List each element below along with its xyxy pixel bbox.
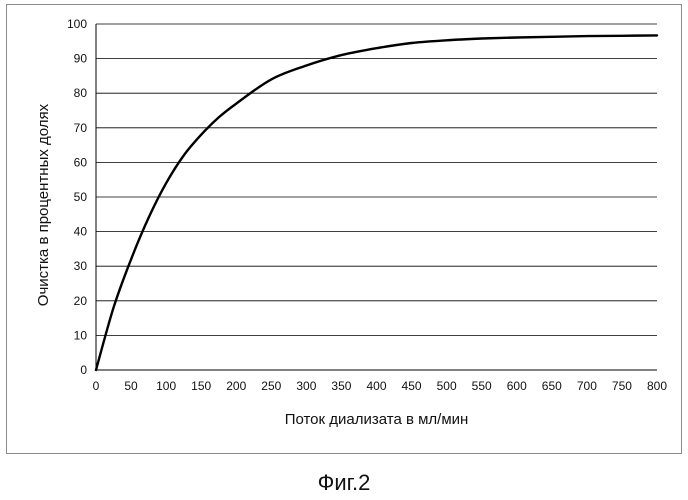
x-tick-label: 250 bbox=[261, 379, 281, 393]
y-tick-label: 90 bbox=[74, 52, 88, 66]
y-tick-label: 20 bbox=[74, 294, 88, 308]
chart-svg: 0 10 20 30 40 50 60 70 80 90 100 0 50 100 150 200 250 300… bbox=[7, 5, 683, 455]
figure-caption: Фиг.2 bbox=[0, 470, 688, 496]
x-tick-label: 300 bbox=[296, 379, 316, 393]
y-tick-label: 30 bbox=[74, 259, 88, 273]
series-layer bbox=[96, 35, 657, 370]
x-tick-label: 200 bbox=[226, 379, 246, 393]
y-tick-label: 70 bbox=[74, 121, 88, 135]
chart-frame: 0 10 20 30 40 50 60 70 80 90 100 0 50 100 150 200 250 300… bbox=[6, 4, 682, 454]
x-tick-label: 800 bbox=[647, 379, 667, 393]
x-tick-label: 700 bbox=[577, 379, 597, 393]
y-tick-label: 80 bbox=[74, 86, 88, 100]
x-tick-label: 650 bbox=[542, 379, 562, 393]
x-tick-label: 450 bbox=[402, 379, 422, 393]
x-tick-label: 150 bbox=[191, 379, 211, 393]
x-axis-title: Поток диализата в мл/мин bbox=[285, 411, 469, 428]
y-tick-label: 0 bbox=[80, 363, 87, 377]
y-tick-label: 50 bbox=[74, 190, 88, 204]
tick-layer: 0 10 20 30 40 50 60 70 80 90 100 0 50 100 150 200 250 300… bbox=[67, 17, 667, 393]
y-tick-label: 40 bbox=[74, 225, 88, 239]
x-tick-label: 500 bbox=[437, 379, 457, 393]
x-tick-label: 600 bbox=[507, 379, 527, 393]
x-tick-label: 0 bbox=[93, 379, 100, 393]
series-line bbox=[96, 35, 657, 370]
grid-layer bbox=[96, 24, 657, 335]
x-tick-label: 750 bbox=[612, 379, 632, 393]
x-tick-label: 50 bbox=[124, 379, 138, 393]
y-tick-label: 100 bbox=[67, 17, 87, 31]
y-axis-title: Очистка в процентных долях bbox=[35, 103, 52, 306]
x-tick-label: 350 bbox=[331, 379, 351, 393]
x-tick-label: 100 bbox=[156, 379, 176, 393]
x-tick-label: 400 bbox=[366, 379, 386, 393]
x-tick-label: 550 bbox=[472, 379, 492, 393]
y-tick-label: 60 bbox=[74, 155, 88, 169]
y-tick-label: 10 bbox=[74, 328, 88, 342]
